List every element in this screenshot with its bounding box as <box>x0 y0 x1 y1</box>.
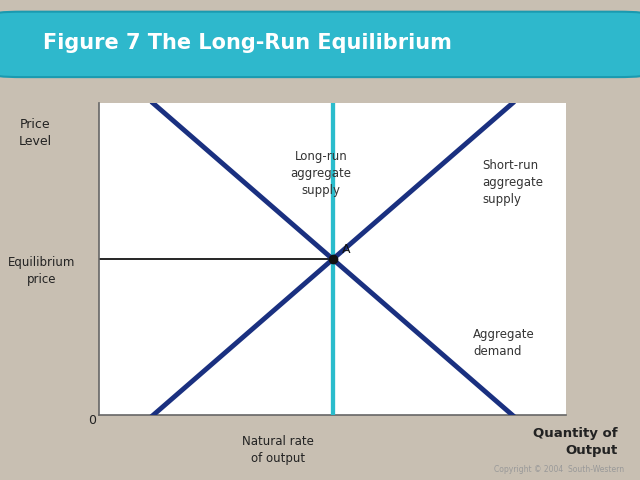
FancyBboxPatch shape <box>0 12 640 77</box>
Text: Short-run
aggregate
supply: Short-run aggregate supply <box>483 159 543 206</box>
Text: Quantity of
Output: Quantity of Output <box>533 427 618 456</box>
Text: Copyright © 2004  South-Western: Copyright © 2004 South-Western <box>494 465 624 474</box>
Text: A: A <box>342 243 351 256</box>
Text: Price
Level: Price Level <box>19 118 52 148</box>
Text: Long-run
aggregate
supply: Long-run aggregate supply <box>291 150 351 197</box>
Text: Equilibrium
price: Equilibrium price <box>8 256 76 286</box>
Text: Natural rate
of output: Natural rate of output <box>243 435 314 465</box>
Text: Figure 7 The Long-Run Equilibrium: Figure 7 The Long-Run Equilibrium <box>44 33 452 53</box>
Text: Aggregate
demand: Aggregate demand <box>473 328 534 358</box>
Text: 0: 0 <box>88 413 96 427</box>
